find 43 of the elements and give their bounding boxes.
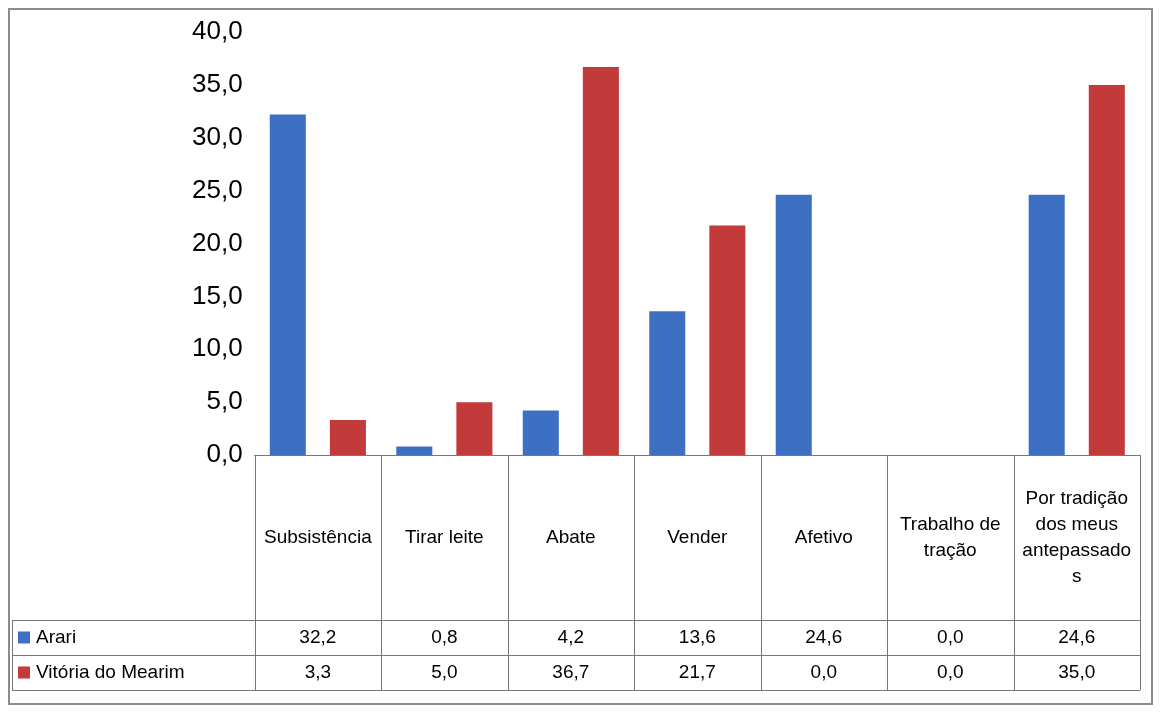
- y-tick-label: 20,0: [191, 226, 243, 257]
- x-tick-label: Afetivo: [794, 525, 853, 547]
- x-tick-label: Trabalho de tração: [899, 512, 1001, 560]
- data-label: 5,0: [431, 660, 458, 682]
- bar: [709, 225, 746, 455]
- data-label: 21,7: [678, 660, 716, 682]
- x-tick-label: Vender: [667, 525, 729, 547]
- data-label: 0,0: [937, 660, 964, 682]
- data-label: 36,7: [552, 660, 590, 682]
- y-tick-label: 15,0: [191, 279, 243, 310]
- y-tick-label: 10,0: [191, 332, 243, 363]
- data-label: 3,3: [304, 660, 332, 682]
- bar: [329, 420, 366, 455]
- data-label: 0,0: [810, 660, 837, 682]
- x-tick-label: Subsistência: [263, 525, 373, 547]
- bar: [649, 311, 686, 455]
- x-tick-label: Por tradição dos meus antepassados: [1022, 486, 1132, 586]
- bar: [775, 194, 812, 455]
- y-tick-label: 40,0: [191, 15, 243, 46]
- bar: [396, 446, 433, 455]
- data-label: 24,6: [805, 625, 843, 647]
- data-label: 13,6: [678, 625, 716, 647]
- bar: [522, 410, 559, 455]
- y-tick-label: 35,0: [191, 68, 243, 99]
- data-label: 35,0: [1058, 660, 1096, 682]
- data-label: 24,6: [1058, 625, 1096, 647]
- legend-label: Arari: [36, 625, 77, 647]
- bar: [456, 402, 493, 455]
- legend-label: Vitória do Mearim: [36, 660, 185, 682]
- y-tick-label: 30,0: [191, 120, 243, 151]
- bar: [1028, 194, 1065, 455]
- data-label: 4,2: [557, 625, 585, 647]
- bar: [269, 114, 306, 455]
- data-label: 32,2: [299, 625, 337, 647]
- bar: [1088, 84, 1125, 455]
- x-tick-label: Abate: [545, 525, 596, 547]
- y-tick-label: 5,0: [206, 385, 243, 416]
- y-tick-label: 25,0: [191, 173, 243, 204]
- bar: [582, 66, 619, 455]
- x-tick-label: Tirar leite: [405, 525, 484, 547]
- y-tick-label: 0,0: [206, 438, 243, 469]
- data-label: 0,0: [937, 625, 964, 647]
- data-label: 0,8: [431, 625, 458, 647]
